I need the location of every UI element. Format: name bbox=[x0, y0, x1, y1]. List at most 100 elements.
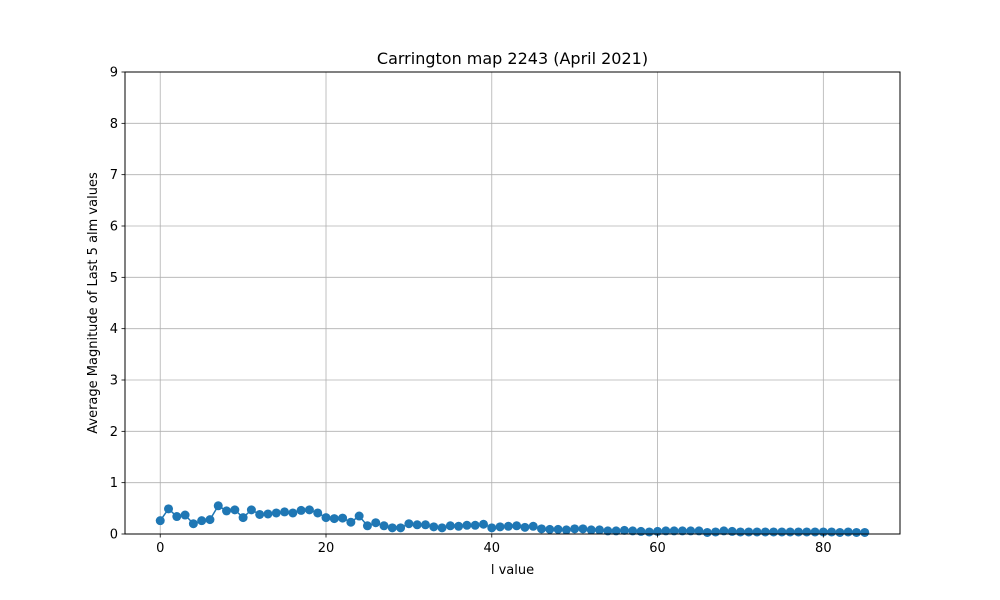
x-tick-label: 20 bbox=[318, 541, 335, 556]
data-point bbox=[686, 526, 696, 536]
data-point bbox=[719, 526, 729, 536]
data-point bbox=[362, 521, 372, 531]
data-point bbox=[636, 526, 646, 536]
data-point bbox=[785, 527, 795, 537]
data-point bbox=[288, 508, 298, 518]
data-point bbox=[329, 514, 339, 524]
data-point bbox=[271, 508, 281, 518]
data-point bbox=[835, 527, 845, 537]
data-point bbox=[321, 513, 331, 523]
data-point bbox=[677, 526, 687, 536]
data-point bbox=[255, 509, 265, 519]
x-tick-label: 80 bbox=[815, 541, 832, 556]
data-point bbox=[810, 527, 820, 537]
data-point bbox=[578, 524, 588, 534]
data-point bbox=[860, 527, 870, 537]
data-point bbox=[603, 526, 613, 536]
y-tick-label: 2 bbox=[110, 425, 118, 440]
data-point bbox=[586, 525, 596, 535]
data-point bbox=[694, 526, 704, 536]
data-point bbox=[222, 506, 232, 516]
y-tick-label: 5 bbox=[110, 271, 118, 286]
data-point bbox=[379, 521, 389, 531]
data-point bbox=[528, 521, 538, 531]
data-point bbox=[570, 524, 580, 534]
data-point bbox=[512, 521, 522, 531]
data-point bbox=[197, 516, 207, 526]
data-point bbox=[238, 513, 248, 523]
data-point bbox=[793, 527, 803, 537]
data-point bbox=[478, 519, 488, 529]
data-point bbox=[437, 523, 447, 533]
y-tick-label: 1 bbox=[110, 476, 118, 491]
data-point bbox=[445, 521, 455, 531]
y-axis-label: Average Magnitude of Last 5 alm values bbox=[86, 172, 101, 434]
data-point bbox=[420, 520, 430, 530]
data-point bbox=[470, 520, 480, 530]
x-tick-label: 40 bbox=[484, 541, 501, 556]
data-point bbox=[205, 515, 215, 525]
data-point bbox=[487, 523, 497, 533]
chart-title: Carrington map 2243 (April 2021) bbox=[377, 49, 648, 68]
plot-frame bbox=[124, 71, 901, 535]
data-point bbox=[172, 512, 182, 522]
data-point bbox=[313, 508, 323, 518]
data-point bbox=[752, 527, 762, 537]
data-point bbox=[843, 527, 853, 537]
data-point bbox=[188, 519, 198, 529]
data-point bbox=[346, 517, 356, 527]
y-tick-label: 3 bbox=[110, 374, 118, 389]
data-point bbox=[338, 513, 348, 523]
data-point bbox=[404, 519, 414, 529]
y-tick-label: 4 bbox=[110, 322, 118, 337]
data-point bbox=[702, 527, 712, 537]
data-point bbox=[661, 526, 671, 536]
data-point bbox=[595, 525, 605, 535]
data-point bbox=[769, 527, 779, 537]
data-point bbox=[628, 526, 638, 536]
data-point bbox=[802, 527, 812, 537]
data-point bbox=[387, 523, 397, 533]
data-point bbox=[520, 522, 530, 532]
data-point bbox=[537, 524, 547, 534]
data-point bbox=[777, 527, 787, 537]
data-point bbox=[304, 505, 314, 515]
data-point bbox=[213, 501, 223, 511]
data-point bbox=[561, 525, 571, 535]
data-point bbox=[827, 527, 837, 537]
y-axis-ticks: 0 1 2 3 4 5 6 7 8 9 bbox=[110, 66, 125, 543]
y-tick-label: 8 bbox=[110, 117, 118, 132]
data-point bbox=[412, 520, 422, 530]
data-point bbox=[246, 505, 256, 515]
data-point bbox=[744, 527, 754, 537]
y-tick-label: 9 bbox=[110, 66, 118, 81]
data-point bbox=[495, 522, 505, 532]
data-point bbox=[553, 524, 563, 534]
x-tick-label: 0 bbox=[156, 541, 164, 556]
data-point bbox=[354, 511, 364, 521]
data-point bbox=[429, 522, 439, 532]
data-point bbox=[454, 521, 464, 531]
data-point bbox=[180, 510, 190, 520]
data-point bbox=[611, 526, 621, 536]
data-point bbox=[711, 527, 721, 537]
data-point bbox=[644, 527, 654, 537]
data-point bbox=[280, 507, 290, 517]
data-point bbox=[371, 518, 381, 528]
data-point bbox=[760, 527, 770, 537]
x-axis-label: l value bbox=[491, 563, 534, 578]
data-point bbox=[155, 516, 165, 526]
data-point bbox=[396, 523, 406, 533]
data-point bbox=[669, 526, 679, 536]
data-point bbox=[727, 526, 737, 536]
data-point bbox=[296, 505, 306, 515]
data-point bbox=[462, 520, 472, 530]
data-point bbox=[503, 521, 513, 531]
data-point bbox=[735, 527, 745, 537]
data-point bbox=[851, 527, 861, 537]
data-point bbox=[545, 524, 555, 534]
data-point bbox=[619, 525, 629, 535]
y-tick-label: 6 bbox=[110, 220, 118, 235]
